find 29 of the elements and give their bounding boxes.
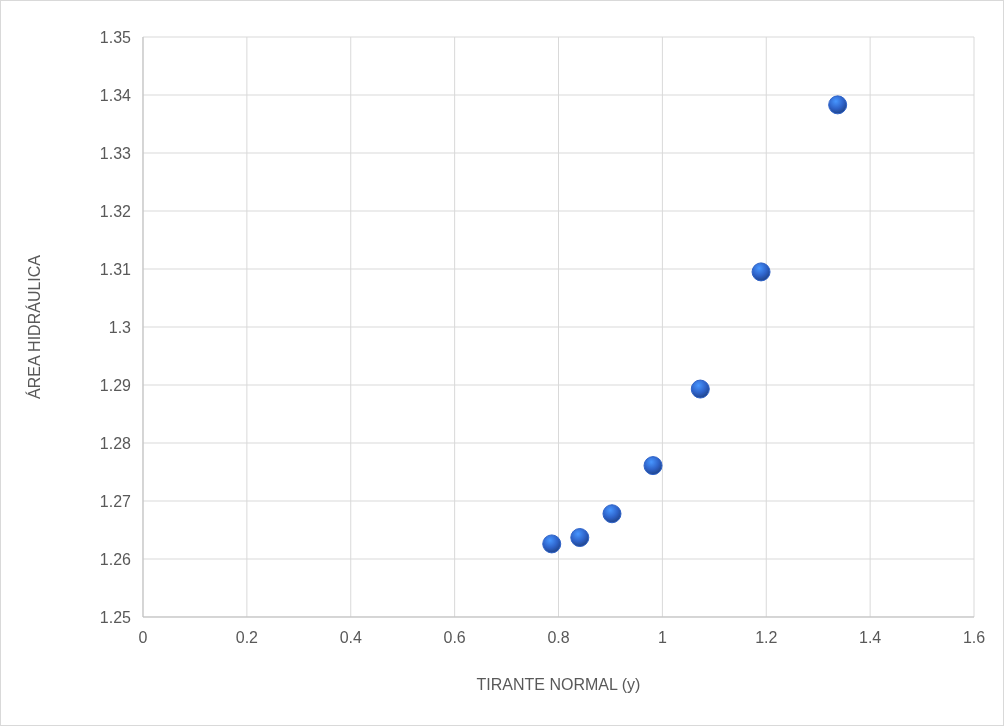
y-tick-label: 1.34 [99, 86, 132, 104]
x-tick-label: 0 [138, 629, 148, 646]
x-tick-label: 0.8 [547, 629, 570, 646]
x-tick-label: 1.2 [755, 629, 778, 646]
point [570, 528, 590, 548]
x-axis-title: TIRANTE NORMAL (y) [476, 676, 641, 693]
y-tick-label: 1.35 [99, 28, 132, 46]
y-tick-label: 1.3 [108, 318, 132, 336]
y-tick-label: 1.32 [99, 202, 132, 220]
point [643, 456, 663, 476]
y-tick-label: 1.26 [99, 550, 132, 568]
x-tick-label: 0.2 [235, 629, 259, 646]
y-tick-label: 1.31 [99, 260, 132, 278]
y-tick-label: 1.29 [99, 376, 132, 394]
point [751, 262, 771, 282]
y-tick-label: 1.27 [99, 492, 132, 510]
x-tick-label: 1.6 [962, 629, 986, 646]
y-tick-label: 1.33 [99, 144, 132, 162]
point [690, 379, 710, 399]
y-tick-label: 1.28 [99, 434, 132, 452]
x-tick-label: 0.6 [443, 629, 466, 646]
point [602, 504, 622, 524]
y-axis-title: ÁREA HIDRÁULICA [25, 254, 43, 400]
point [542, 534, 562, 554]
x-tick-label: 1.4 [859, 629, 882, 646]
point [828, 95, 848, 115]
y-tick-label: 1.25 [99, 608, 132, 626]
x-tick-label: 0.4 [339, 629, 362, 646]
x-tick-label: 1 [657, 629, 667, 646]
